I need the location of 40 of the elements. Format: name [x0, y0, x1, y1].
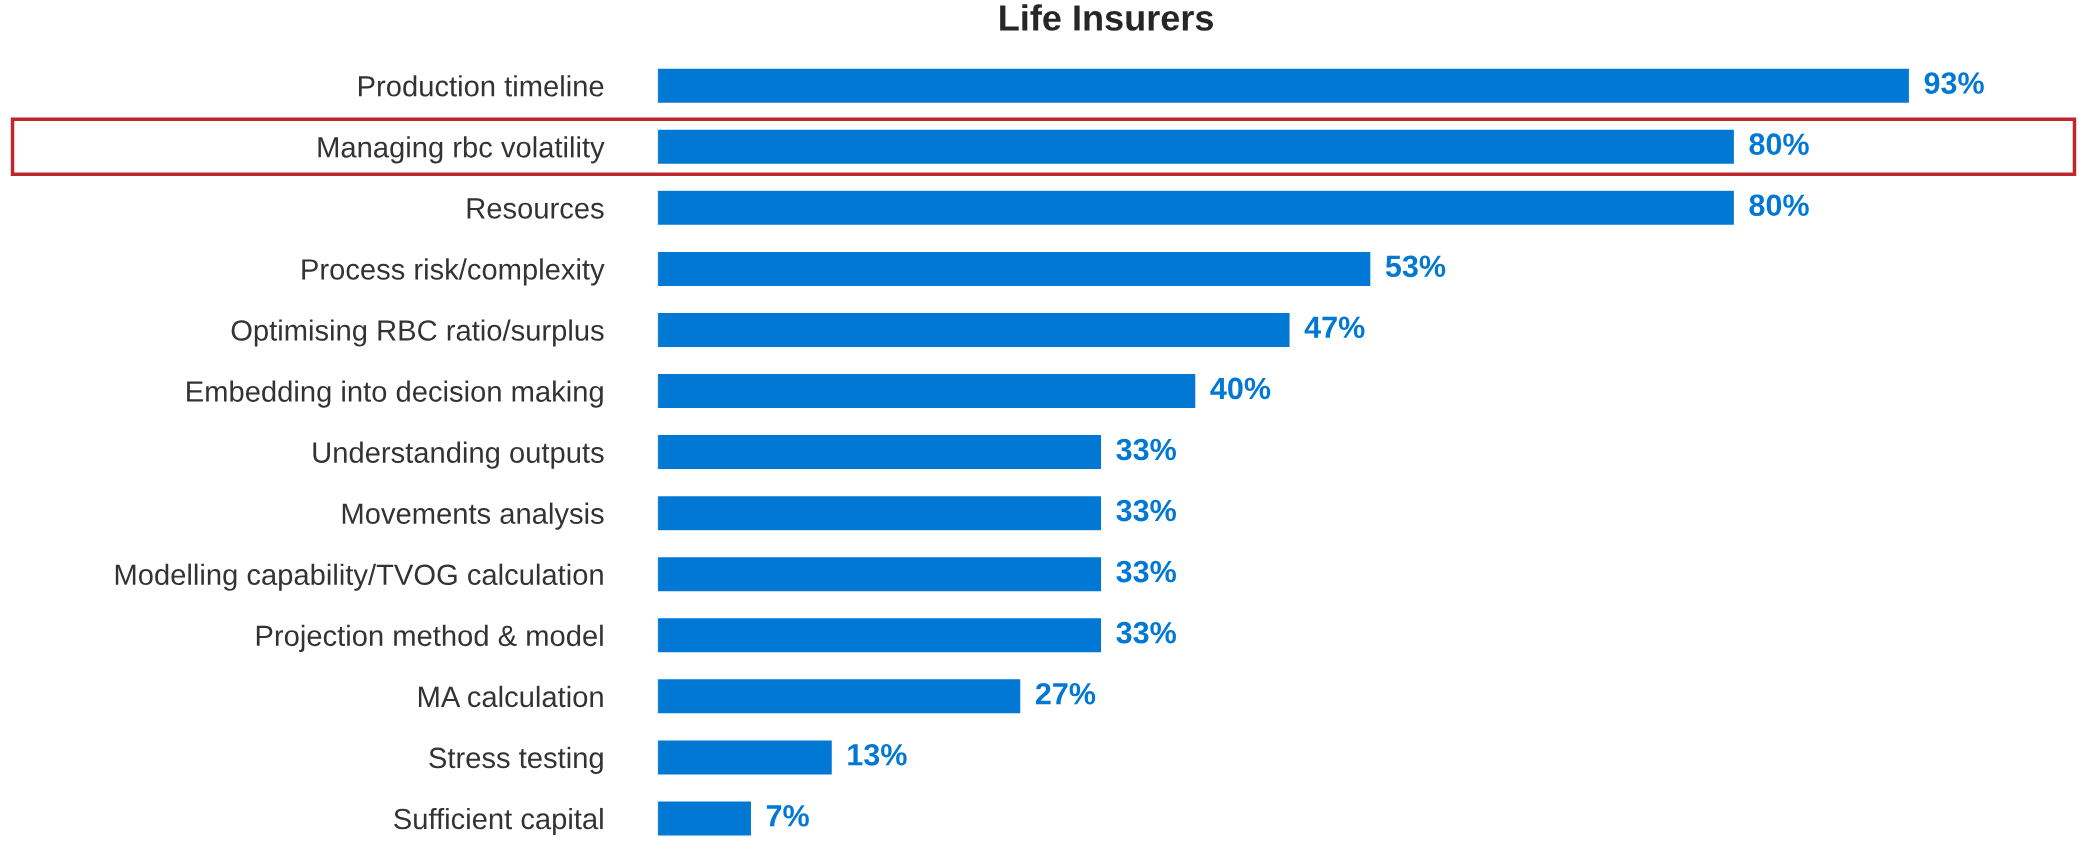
bar [657, 372, 1197, 410]
bar [657, 677, 1022, 715]
data-label: 53% [1385, 255, 1446, 278]
y-tick-label: Embedding into decision making [187, 380, 603, 408]
y-tick-label: Stress testing [429, 746, 603, 775]
data-label: 7% [766, 805, 809, 827]
bar [657, 739, 834, 776]
y-tick-label: Sufficient capital [394, 807, 603, 836]
bar [657, 311, 1291, 349]
y-tick-label: Production timeline [358, 75, 604, 97]
y-tick-label: Managing rbc volatility [318, 136, 605, 164]
y-tick-label: Projection method & model [256, 624, 603, 652]
bar [657, 494, 1103, 532]
y-tick-label: Resources [467, 198, 604, 219]
bar [657, 433, 1103, 471]
y-tick-label: Understanding outputs [313, 441, 604, 469]
bar [657, 128, 1736, 166]
y-tick-label: Modelling capability/TVOG calculation [115, 563, 603, 591]
data-label: 80% [1749, 194, 1809, 217]
data-label: 80% [1749, 133, 1809, 155]
data-label: 47% [1304, 316, 1365, 339]
data-label: 33% [1116, 560, 1176, 583]
bar [657, 250, 1372, 288]
data-label: 33% [1116, 438, 1176, 461]
data-label: 33% [1116, 499, 1176, 522]
data-label: 27% [1035, 682, 1096, 705]
data-label: 93% [1924, 72, 1984, 94]
bar [657, 800, 753, 837]
y-tick-label: Optimising RBC ratio/surplus [231, 319, 604, 347]
y-tick-label: Process risk/complexity [302, 258, 605, 286]
y-tick-label: MA calculation [418, 685, 603, 708]
bar [657, 67, 1911, 105]
data-label: 40% [1210, 377, 1271, 400]
bar [657, 555, 1103, 593]
chart-title: Life Insurers [1000, 4, 1214, 31]
y-tick-label: Movements analysis [342, 502, 604, 530]
bar [657, 616, 1103, 654]
data-label: 13% [848, 743, 907, 766]
bar [657, 189, 1736, 227]
data-label: 33% [1116, 621, 1176, 644]
